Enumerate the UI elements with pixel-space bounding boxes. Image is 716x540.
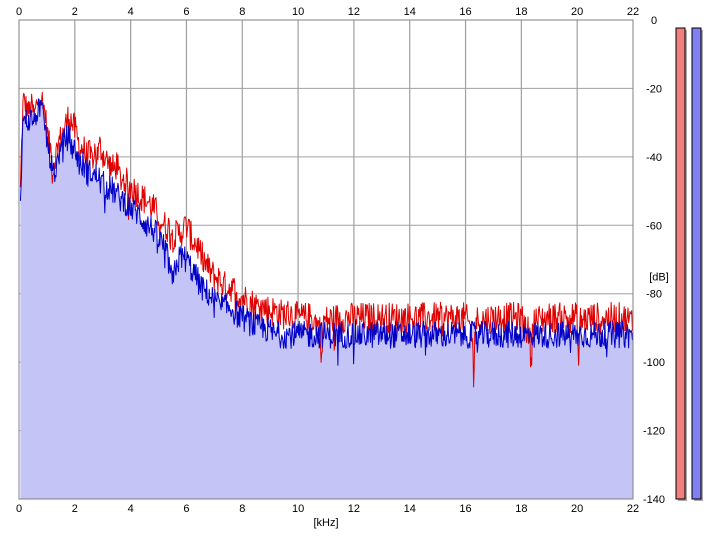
x-tick-top-label: 18 bbox=[515, 6, 527, 18]
x-tick-top-label: 16 bbox=[459, 6, 471, 18]
x-tick-top-label: 2 bbox=[72, 6, 78, 18]
x-tick-bottom-label: 16 bbox=[459, 503, 471, 515]
x-tick-bottom-label: 20 bbox=[571, 503, 583, 515]
level-meters bbox=[675, 27, 703, 501]
x-tick-top-label: 10 bbox=[292, 6, 304, 18]
y-tick-label: -140 bbox=[643, 494, 665, 506]
x-tick-bottom-label: 4 bbox=[128, 503, 134, 515]
x-tick-bottom-label: 8 bbox=[239, 503, 245, 515]
y-tick-label: -80 bbox=[646, 289, 662, 301]
x-tick-top-label: 4 bbox=[128, 6, 134, 18]
y-tick-label: -60 bbox=[646, 220, 662, 232]
level-meter-left bbox=[676, 28, 685, 499]
x-tick-top-label: 20 bbox=[571, 6, 583, 18]
y-tick-label: 0 bbox=[651, 15, 657, 27]
series-lines bbox=[19, 91, 634, 388]
x-axis-title: [kHz] bbox=[313, 517, 338, 529]
x-tick-top-label: 22 bbox=[627, 6, 639, 18]
x-tick-bottom-label: 0 bbox=[16, 503, 22, 515]
x-tick-bottom-label: 2 bbox=[72, 503, 78, 515]
y-tick-label: -40 bbox=[646, 152, 662, 164]
plot-area bbox=[18, 19, 634, 500]
x-tick-bottom-label: 22 bbox=[627, 503, 639, 515]
x-tick-bottom-label: 10 bbox=[292, 503, 304, 515]
x-tick-bottom-label: 12 bbox=[348, 503, 360, 515]
x-tick-top-label: 12 bbox=[348, 6, 360, 18]
spectrum-area-fill bbox=[20, 98, 633, 500]
y-axis-title: [dB] bbox=[649, 272, 669, 284]
x-axis-top-ticks: 0 2 4 6 8 10 12 14 16 18 20 22 bbox=[16, 6, 639, 18]
x-tick-top-label: 8 bbox=[239, 6, 245, 18]
x-tick-top-label: 14 bbox=[404, 6, 416, 18]
x-tick-top-label: 0 bbox=[16, 6, 22, 18]
x-tick-bottom-label: 6 bbox=[183, 503, 189, 515]
series-line-blue bbox=[19, 98, 634, 366]
plot-frame bbox=[18, 19, 634, 500]
y-tick-label: -20 bbox=[646, 83, 662, 95]
x-tick-bottom-label: 14 bbox=[404, 503, 416, 515]
y-tick-label: -100 bbox=[643, 357, 665, 369]
y-axis-right-ticks: 0 -20 -40 -60 -80 -100 -120 -140 bbox=[643, 15, 665, 506]
x-tick-top-label: 6 bbox=[183, 6, 189, 18]
x-tick-bottom-label: 18 bbox=[515, 503, 527, 515]
level-meter-right bbox=[692, 28, 701, 499]
series-line-red bbox=[19, 91, 634, 388]
y-tick-label: -120 bbox=[643, 426, 665, 438]
x-axis-bottom-ticks: 0 2 4 6 8 10 12 14 16 18 20 22 bbox=[16, 503, 639, 515]
